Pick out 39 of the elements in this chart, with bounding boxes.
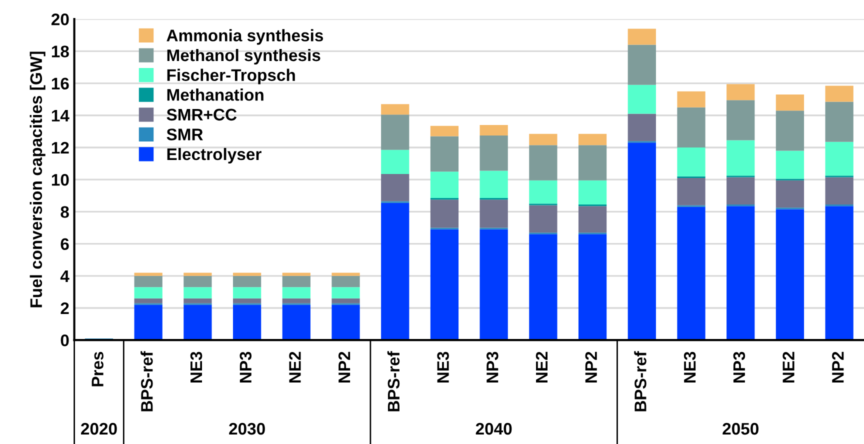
y-tick-label: 16 <box>52 78 69 90</box>
legend-label: Electrolyser <box>167 148 262 164</box>
text: 2030 <box>229 422 265 435</box>
x-tick-label: Pres <box>92 352 104 386</box>
x-tick-label: NP2 <box>338 352 350 383</box>
y-tick-label: 8 <box>60 206 69 218</box>
legend-label: SMR <box>166 128 203 140</box>
legend-label: Ammonia synthesis <box>166 29 324 45</box>
x-tick-label: BPS-ref <box>634 351 646 412</box>
legend-label: Methanation <box>167 88 264 101</box>
x-tick-label: BPS-ref <box>140 351 153 412</box>
x-tick-label: NE3 <box>684 352 696 383</box>
y-tick-label: 18 <box>52 46 69 58</box>
x-tick-label: NP3 <box>486 352 498 383</box>
text: 2050 <box>722 422 758 435</box>
x-tick-label: NE2 <box>289 352 301 383</box>
x-tick-label: NP2 <box>832 352 844 383</box>
x-tick-label: NE3 <box>437 352 449 383</box>
y-tick-label: 4 <box>60 270 70 282</box>
y-tick-label: 0 <box>60 334 69 346</box>
x-tick-label: NE2 <box>536 352 548 383</box>
y-tick-label: 6 <box>60 238 69 250</box>
x-tick-label: NE2 <box>782 352 794 383</box>
x-tick-label: BPS-ref <box>387 351 400 412</box>
x-tick-label: NP3 <box>733 352 746 383</box>
y-tick-label: 14 <box>52 110 70 122</box>
x-tick-label: NE3 <box>190 352 202 383</box>
legend-label: Methanol synthesis <box>167 48 320 65</box>
y-tick-label: 12 <box>52 142 69 154</box>
legend-label: Fischer-Tropsch <box>167 68 295 84</box>
y-tick-label: 2 <box>60 302 69 314</box>
text: 2020 <box>81 422 117 435</box>
text: 2040 <box>476 422 512 435</box>
y-tick-label: 20 <box>51 13 69 26</box>
x-tick-label: NP3 <box>240 352 252 383</box>
y-axis-title: Fuel conversion capacities [GW] <box>30 52 46 308</box>
legend-label: SMR+CC <box>166 108 237 121</box>
y-tick-label: 10 <box>52 174 69 186</box>
x-tick-label: NP2 <box>585 352 597 383</box>
